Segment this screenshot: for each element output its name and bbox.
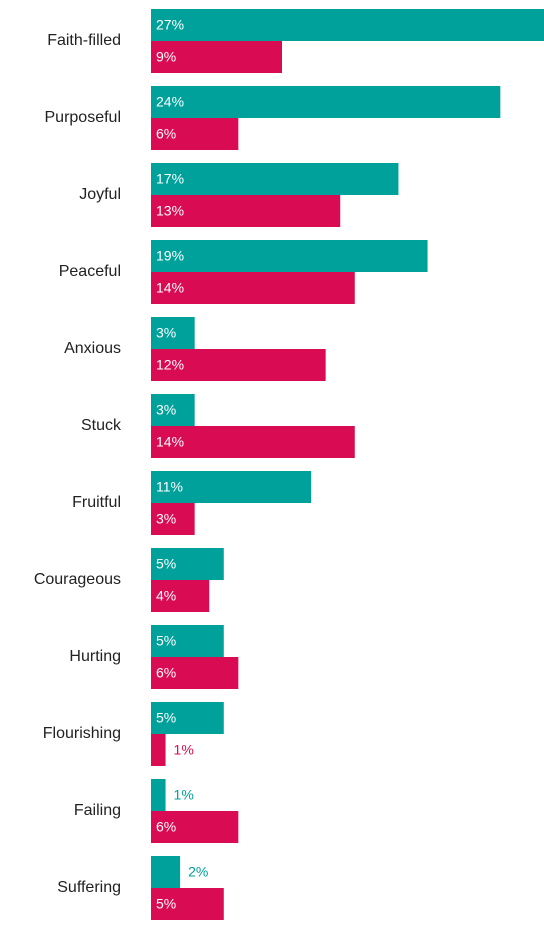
value-label: 1% — [174, 742, 194, 758]
value-label: 9% — [156, 49, 176, 65]
bar — [151, 702, 224, 734]
bar — [151, 118, 239, 150]
bar — [151, 548, 224, 580]
bar — [151, 86, 501, 118]
bar — [151, 426, 355, 458]
bar — [151, 41, 282, 73]
category-label: Fruitful — [72, 494, 121, 511]
category-label: Courageous — [34, 571, 121, 588]
value-label: 6% — [156, 126, 176, 142]
value-label: 12% — [156, 357, 184, 373]
value-label: 19% — [156, 248, 184, 264]
bar — [151, 580, 210, 612]
bar — [151, 811, 239, 843]
category-label: Purposeful — [45, 109, 122, 126]
value-label: 5% — [156, 896, 176, 912]
bar — [151, 856, 181, 888]
bar — [151, 625, 224, 657]
value-label: 11% — [156, 479, 183, 495]
bar — [151, 349, 326, 381]
category-label: Anxious — [64, 340, 121, 357]
value-label: 2% — [188, 864, 208, 880]
bar — [151, 9, 544, 41]
bar — [151, 195, 341, 227]
bar — [151, 240, 428, 272]
bar — [151, 394, 195, 426]
value-label: 27% — [156, 17, 184, 33]
value-label: 6% — [156, 819, 176, 835]
bar — [151, 888, 224, 920]
bar — [151, 503, 195, 535]
bar — [151, 272, 355, 304]
value-label: 14% — [156, 434, 184, 450]
category-label: Peaceful — [59, 263, 121, 280]
value-label: 5% — [156, 633, 176, 649]
bar — [151, 734, 166, 766]
value-label: 24% — [156, 94, 184, 110]
value-label: 4% — [156, 588, 176, 604]
value-label: 17% — [156, 171, 184, 187]
value-label: 6% — [156, 665, 176, 681]
category-label: Joyful — [79, 186, 121, 203]
category-label: Flourishing — [43, 725, 121, 742]
value-label: 5% — [156, 556, 176, 572]
category-label: Suffering — [57, 879, 121, 896]
bar — [151, 779, 166, 811]
category-label: Faith-filled — [47, 32, 121, 49]
value-label: 3% — [156, 325, 176, 341]
value-label: 14% — [156, 280, 184, 296]
value-label: 13% — [156, 203, 184, 219]
category-label: Hurting — [69, 648, 121, 665]
bar — [151, 471, 312, 503]
bar — [151, 317, 195, 349]
bar — [151, 163, 399, 195]
value-label: 5% — [156, 710, 176, 726]
value-label: 3% — [156, 402, 176, 418]
value-label: 1% — [174, 787, 194, 803]
value-label: 3% — [156, 511, 176, 527]
bar — [151, 657, 239, 689]
category-label: Stuck — [81, 417, 122, 434]
category-label: Failing — [74, 802, 121, 819]
